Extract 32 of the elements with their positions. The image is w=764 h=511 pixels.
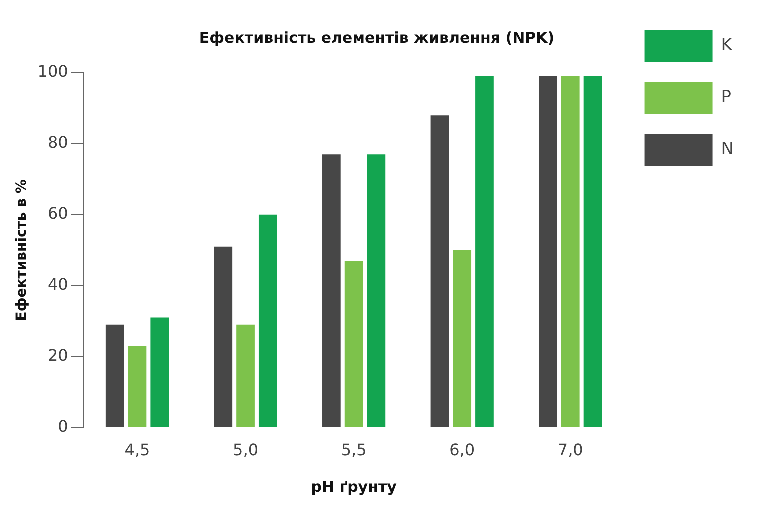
bar <box>236 324 255 428</box>
bar <box>367 154 386 428</box>
legend-label: P <box>721 87 732 108</box>
bar <box>322 154 341 428</box>
bar <box>128 346 147 428</box>
x-tick-label: 5,5 <box>341 440 367 460</box>
x-tick-label: 4,5 <box>124 440 150 460</box>
bar <box>344 261 364 428</box>
legend-label: N <box>721 139 734 160</box>
y-axis-title: Ефективність в % <box>14 180 30 322</box>
y-tick-label: 20 <box>48 346 68 365</box>
x-tick-label: 6,0 <box>450 440 476 460</box>
bar <box>476 76 494 428</box>
bar <box>539 76 558 428</box>
y-tick-label: 0 <box>58 416 68 436</box>
y-tick-label: 80 <box>48 133 68 152</box>
y-tick-label: 60 <box>48 204 68 224</box>
bar <box>584 76 602 428</box>
bar <box>430 116 450 428</box>
y-tick-label: 100 <box>38 62 68 82</box>
y-tick-label: 40 <box>48 275 68 294</box>
x-tick-label: 7,0 <box>558 440 584 460</box>
x-tick-label: 5,0 <box>233 440 258 460</box>
legend-label: K <box>721 35 734 56</box>
bar <box>150 318 170 428</box>
bar <box>214 246 233 428</box>
bar <box>106 324 124 428</box>
x-axis-title: pH ґрунту <box>311 478 398 496</box>
chart-title: Ефективність елементів живлення (NPK) <box>199 28 555 47</box>
bar <box>561 76 580 428</box>
bar <box>258 214 278 428</box>
bar <box>453 250 472 428</box>
